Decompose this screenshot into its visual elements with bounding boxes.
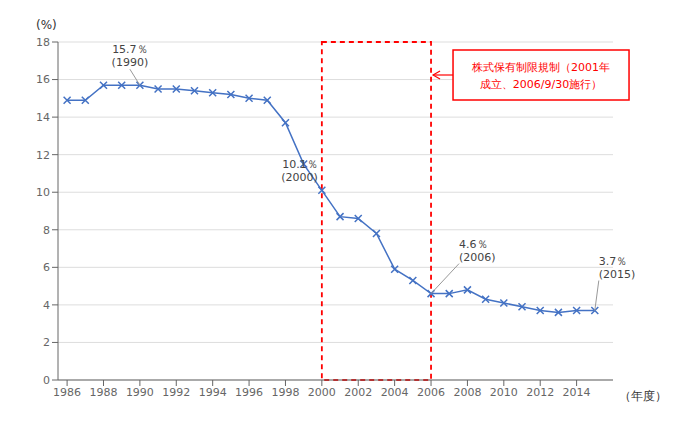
svg-text:10: 10 xyxy=(36,186,50,199)
svg-text:1998: 1998 xyxy=(271,386,299,399)
svg-text:1994: 1994 xyxy=(199,386,227,399)
svg-text:1996: 1996 xyxy=(235,386,263,399)
svg-text:株式保有制限規制（2001年: 株式保有制限規制（2001年 xyxy=(471,61,610,74)
svg-text:(2000): (2000) xyxy=(281,171,318,184)
svg-text:2004: 2004 xyxy=(381,386,409,399)
svg-text:18: 18 xyxy=(36,36,50,49)
svg-text:2012: 2012 xyxy=(526,386,554,399)
svg-text:6: 6 xyxy=(43,261,50,274)
svg-text:15.7％: 15.7％ xyxy=(112,43,148,56)
svg-text:(1990): (1990) xyxy=(112,56,149,69)
svg-text:1988: 1988 xyxy=(89,386,117,399)
html-text:（年度）: （年度） xyxy=(619,389,667,403)
svg-text:2010: 2010 xyxy=(490,386,518,399)
svg-text:2002: 2002 xyxy=(344,386,372,399)
svg-text:10.1％: 10.1％ xyxy=(282,158,318,171)
svg-text:(2006): (2006) xyxy=(459,251,496,264)
svg-text:0: 0 xyxy=(43,374,50,387)
svg-text:(2015): (2015) xyxy=(599,268,636,281)
svg-text:16: 16 xyxy=(36,73,50,86)
svg-text:4: 4 xyxy=(43,299,50,312)
svg-text:8: 8 xyxy=(43,224,50,237)
svg-text:3.7％: 3.7％ xyxy=(599,255,628,268)
svg-text:2006: 2006 xyxy=(417,386,445,399)
svg-text:4.6％: 4.6％ xyxy=(459,238,488,251)
svg-text:2000: 2000 xyxy=(308,386,336,399)
svg-text:2: 2 xyxy=(43,336,50,349)
svg-text:成立、2006/9/30施行）: 成立、2006/9/30施行） xyxy=(480,78,602,91)
svg-text:2014: 2014 xyxy=(563,386,591,399)
svg-text:1986: 1986 xyxy=(53,386,81,399)
svg-text:14: 14 xyxy=(36,111,50,124)
svg-text:1992: 1992 xyxy=(162,386,190,399)
svg-text:12: 12 xyxy=(36,149,50,162)
svg-text:1990: 1990 xyxy=(126,386,154,399)
svg-text:2008: 2008 xyxy=(453,386,481,399)
